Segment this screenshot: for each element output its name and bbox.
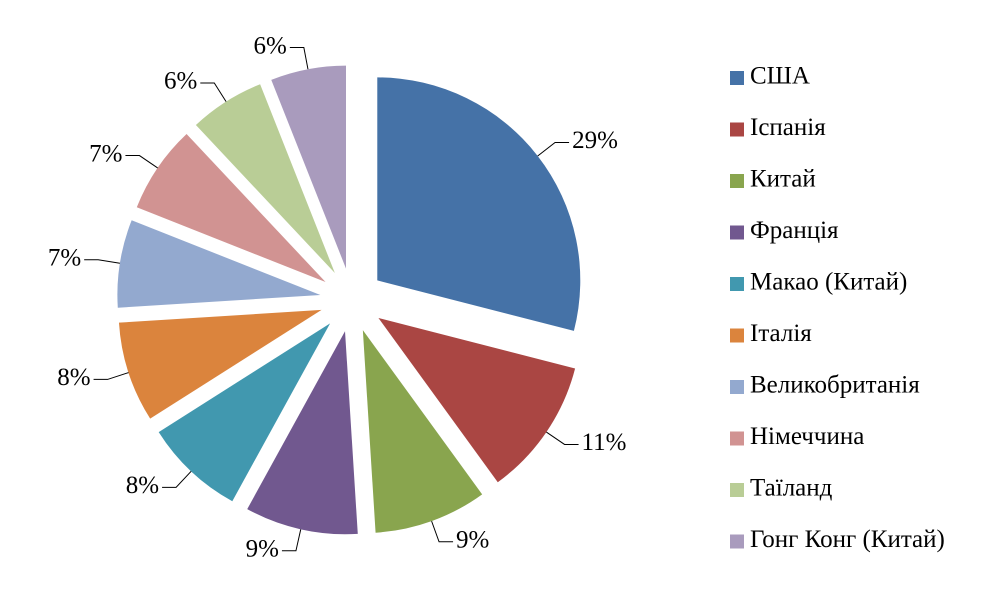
legend-label: Макао (Китай) (750, 269, 907, 296)
legend-label: Італія (750, 320, 812, 347)
data-label: 9% (246, 536, 279, 563)
legend-swatch (730, 534, 744, 549)
data-label: 6% (254, 32, 287, 59)
pie-slice (158, 323, 331, 502)
pie-slice (247, 331, 358, 535)
leader-line (84, 259, 120, 264)
data-label: 9% (456, 527, 489, 554)
leader-line (200, 82, 227, 102)
legend-label: Великобританія (750, 372, 920, 399)
data-label: 7% (48, 245, 81, 272)
legend-label: Гонг Конг (Китай) (750, 526, 945, 553)
legend-label: Таїланд (750, 475, 833, 502)
legend-label: Китай (750, 166, 816, 193)
leader-line (546, 431, 579, 445)
pie-slice (362, 330, 483, 533)
legend-swatch (730, 431, 744, 446)
leader-line (537, 141, 570, 157)
pie-slice (136, 134, 326, 283)
data-label: 8% (126, 472, 159, 499)
legend-swatch (730, 225, 744, 240)
data-label: 7% (89, 140, 122, 167)
pie-slice (378, 317, 576, 483)
legend-label: Німеччина (750, 423, 864, 450)
pie-slice (118, 309, 322, 419)
data-label: 29% (572, 127, 618, 154)
pie-slice (377, 77, 581, 331)
legend-swatch (730, 174, 744, 188)
legend-swatch (730, 277, 744, 291)
data-label: 6% (164, 68, 197, 95)
leader-line (125, 155, 158, 169)
leader-line (281, 529, 302, 552)
legend-label: Франція (750, 217, 839, 244)
data-label: 8% (57, 364, 90, 391)
leader-line (289, 47, 309, 70)
legend-swatch (730, 122, 744, 137)
legend-swatch (730, 71, 744, 85)
leader-line (93, 372, 129, 380)
leader-line (162, 470, 192, 488)
legend-swatch (730, 483, 744, 497)
pie-slice (195, 84, 335, 273)
legend-label: Іспанія (750, 114, 826, 141)
leader-line (431, 520, 454, 543)
pie-slice (271, 65, 347, 269)
legend-swatch (730, 380, 744, 394)
legend-swatch (730, 328, 744, 343)
legend-label: США (750, 63, 810, 90)
data-label: 11% (582, 429, 627, 456)
pie-slice (117, 220, 321, 308)
